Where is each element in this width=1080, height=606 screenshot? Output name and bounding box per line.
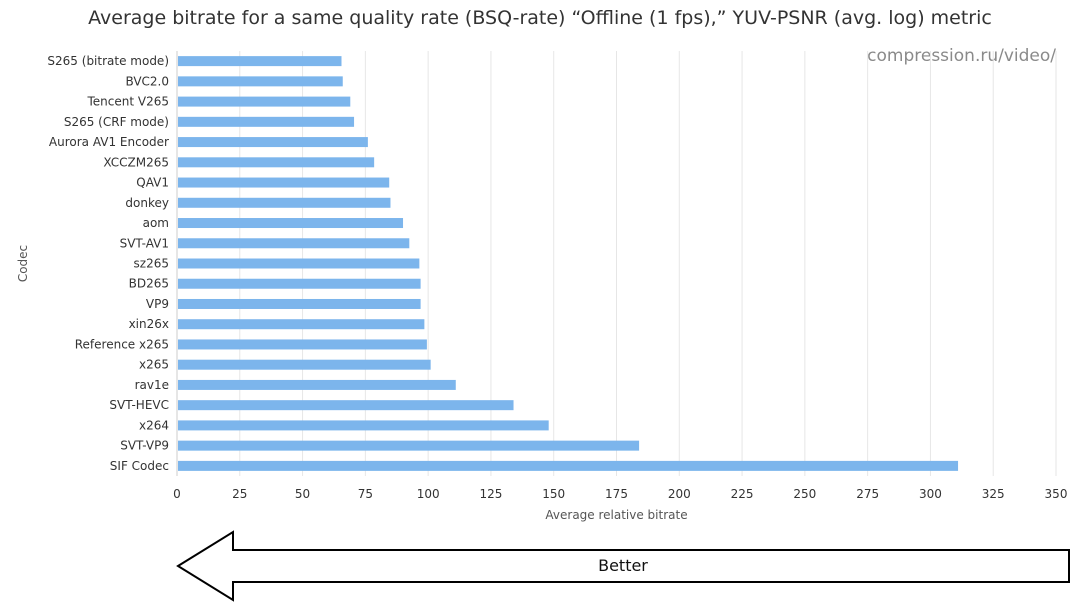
- bar: [178, 177, 390, 188]
- x-tick-label: 250: [793, 487, 816, 501]
- bar: [178, 258, 420, 269]
- x-tick-labels: 0 25 50 75 100 125 150 175 200 225 250 275 300 325 350: [173, 487, 1067, 501]
- bar: [178, 157, 375, 168]
- category-label: XCCZM265: [103, 155, 169, 169]
- bar: [178, 218, 404, 229]
- bar: [178, 238, 410, 249]
- bar: [178, 359, 431, 370]
- category-label: Reference x265: [75, 337, 169, 351]
- category-label: Tencent V265: [87, 95, 170, 109]
- bar: [178, 319, 425, 330]
- bar: [178, 137, 368, 148]
- bar: [178, 56, 342, 67]
- chart-title: Average bitrate for a same quality rate …: [88, 7, 992, 29]
- x-tick-label: 175: [605, 487, 628, 501]
- category-label: S265 (CRF mode): [64, 115, 169, 129]
- bar: [178, 460, 959, 471]
- category-label: SVT-AV1: [120, 236, 169, 250]
- bar: [178, 116, 355, 127]
- better-label: Better: [598, 556, 648, 575]
- x-tick-label: 200: [668, 487, 691, 501]
- x-axis-label: Average relative bitrate: [545, 508, 687, 522]
- category-label: BD265: [129, 277, 169, 291]
- x-tick-label: 275: [856, 487, 879, 501]
- category-label: rav1e: [135, 378, 169, 392]
- x-tick-label: 350: [1045, 487, 1068, 501]
- category-label: SVT-HEVC: [109, 398, 169, 412]
- category-label: x265: [139, 358, 169, 372]
- x-tick-label: 325: [982, 487, 1005, 501]
- x-tick-label: 50: [295, 487, 310, 501]
- x-tick-label: 300: [919, 487, 942, 501]
- category-label: VP9: [146, 297, 169, 311]
- category-label: SIF Codec: [110, 459, 169, 473]
- category-label: QAV1: [136, 176, 169, 190]
- watermark-text: compression.ru/video/: [867, 46, 1056, 66]
- category-label: aom: [143, 216, 169, 230]
- category-label: Aurora AV1 Encoder: [49, 135, 169, 149]
- x-tick-label: 100: [417, 487, 440, 501]
- better-arrow: Better: [176, 530, 1070, 602]
- bar: [178, 278, 421, 289]
- bar: [178, 96, 351, 107]
- x-tick-label: 150: [542, 487, 565, 501]
- x-tick-label: 25: [232, 487, 247, 501]
- x-tick-label: 125: [479, 487, 502, 501]
- bar: [178, 440, 640, 451]
- category-label: S265 (bitrate mode): [47, 54, 169, 68]
- category-label: sz265: [134, 257, 169, 271]
- x-tick-label: 225: [731, 487, 754, 501]
- bar: [178, 197, 391, 208]
- x-tick-label: 0: [173, 487, 181, 501]
- y-axis-label: Codec: [16, 245, 30, 282]
- bar: [178, 76, 343, 87]
- bar: [178, 339, 427, 350]
- bar: [178, 420, 549, 431]
- left-arrow-icon: [176, 530, 1070, 602]
- category-label: donkey: [125, 196, 169, 210]
- category-label: xin26x: [129, 317, 169, 331]
- category-label: x264: [139, 418, 169, 432]
- bar: [178, 298, 421, 309]
- category-label: BVC2.0: [125, 74, 169, 88]
- x-tick-label: 75: [358, 487, 373, 501]
- category-label: SVT-VP9: [120, 439, 169, 453]
- category-labels: S265 (bitrate mode) BVC2.0 Tencent V265 S26…: [47, 54, 169, 473]
- bar: [178, 400, 514, 411]
- bars: [178, 56, 959, 471]
- bar: [178, 379, 456, 390]
